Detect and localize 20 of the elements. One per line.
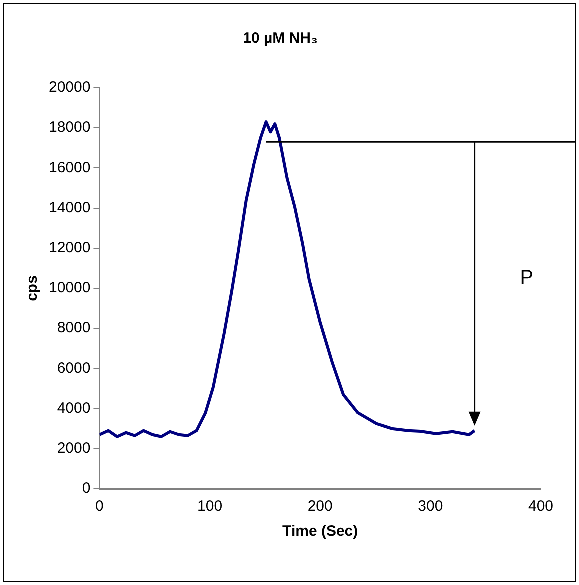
annotation: P: [520, 267, 534, 290]
x-tick-label: 100: [198, 498, 223, 516]
x-axis-title: Time (Sec): [282, 523, 358, 540]
y-tick-label: 4000: [57, 400, 91, 417]
y-tick-label: 14000: [48, 199, 91, 216]
y-tick-label: 10000: [48, 280, 91, 297]
y-tick-label: 20000: [48, 79, 91, 96]
x-tick-label: 200: [308, 498, 333, 516]
y-tick-label: 16000: [48, 159, 91, 176]
y-tick-label: 2000: [57, 440, 91, 458]
y-tick-label: 6000: [57, 360, 91, 377]
y-axis-title: cps: [24, 276, 42, 302]
y-tick-label: 0: [82, 480, 91, 498]
y-tick-label: 18000: [48, 119, 91, 136]
chart-title: 10 µM NH₃: [243, 30, 318, 48]
y-tick-label: 8000: [57, 320, 91, 337]
y-tick-label: 12000: [48, 240, 91, 257]
x-tick-label: 300: [418, 498, 444, 516]
x-tick-label: 400: [528, 498, 554, 516]
x-tick-label: 0: [96, 498, 104, 516]
